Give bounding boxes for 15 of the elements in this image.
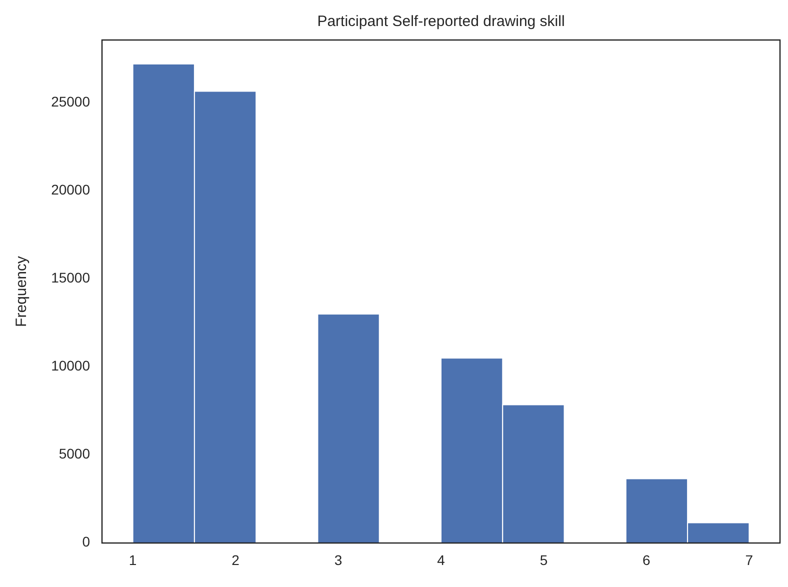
y-tick-label: 0 [82,534,90,550]
y-tick-label: 5000 [58,446,90,462]
x-tick-label: 7 [745,552,754,568]
x-tick-label: 5 [540,552,548,568]
x-tick-label: 1 [128,552,137,568]
y-axis-title: Frequency [13,256,30,327]
y-tick-label: 15000 [51,270,90,286]
x-tick-label: 6 [642,552,651,568]
y-tick-label: 10000 [51,358,90,374]
x-tick-label: 2 [232,552,240,568]
x-tick-label: 3 [334,552,342,568]
chart-title: Participant Self-reported drawing skill [317,13,565,30]
y-tick-label: 25000 [51,93,90,110]
y-tick-label: 20000 [51,181,90,198]
x-tick-label: 4 [437,552,446,568]
